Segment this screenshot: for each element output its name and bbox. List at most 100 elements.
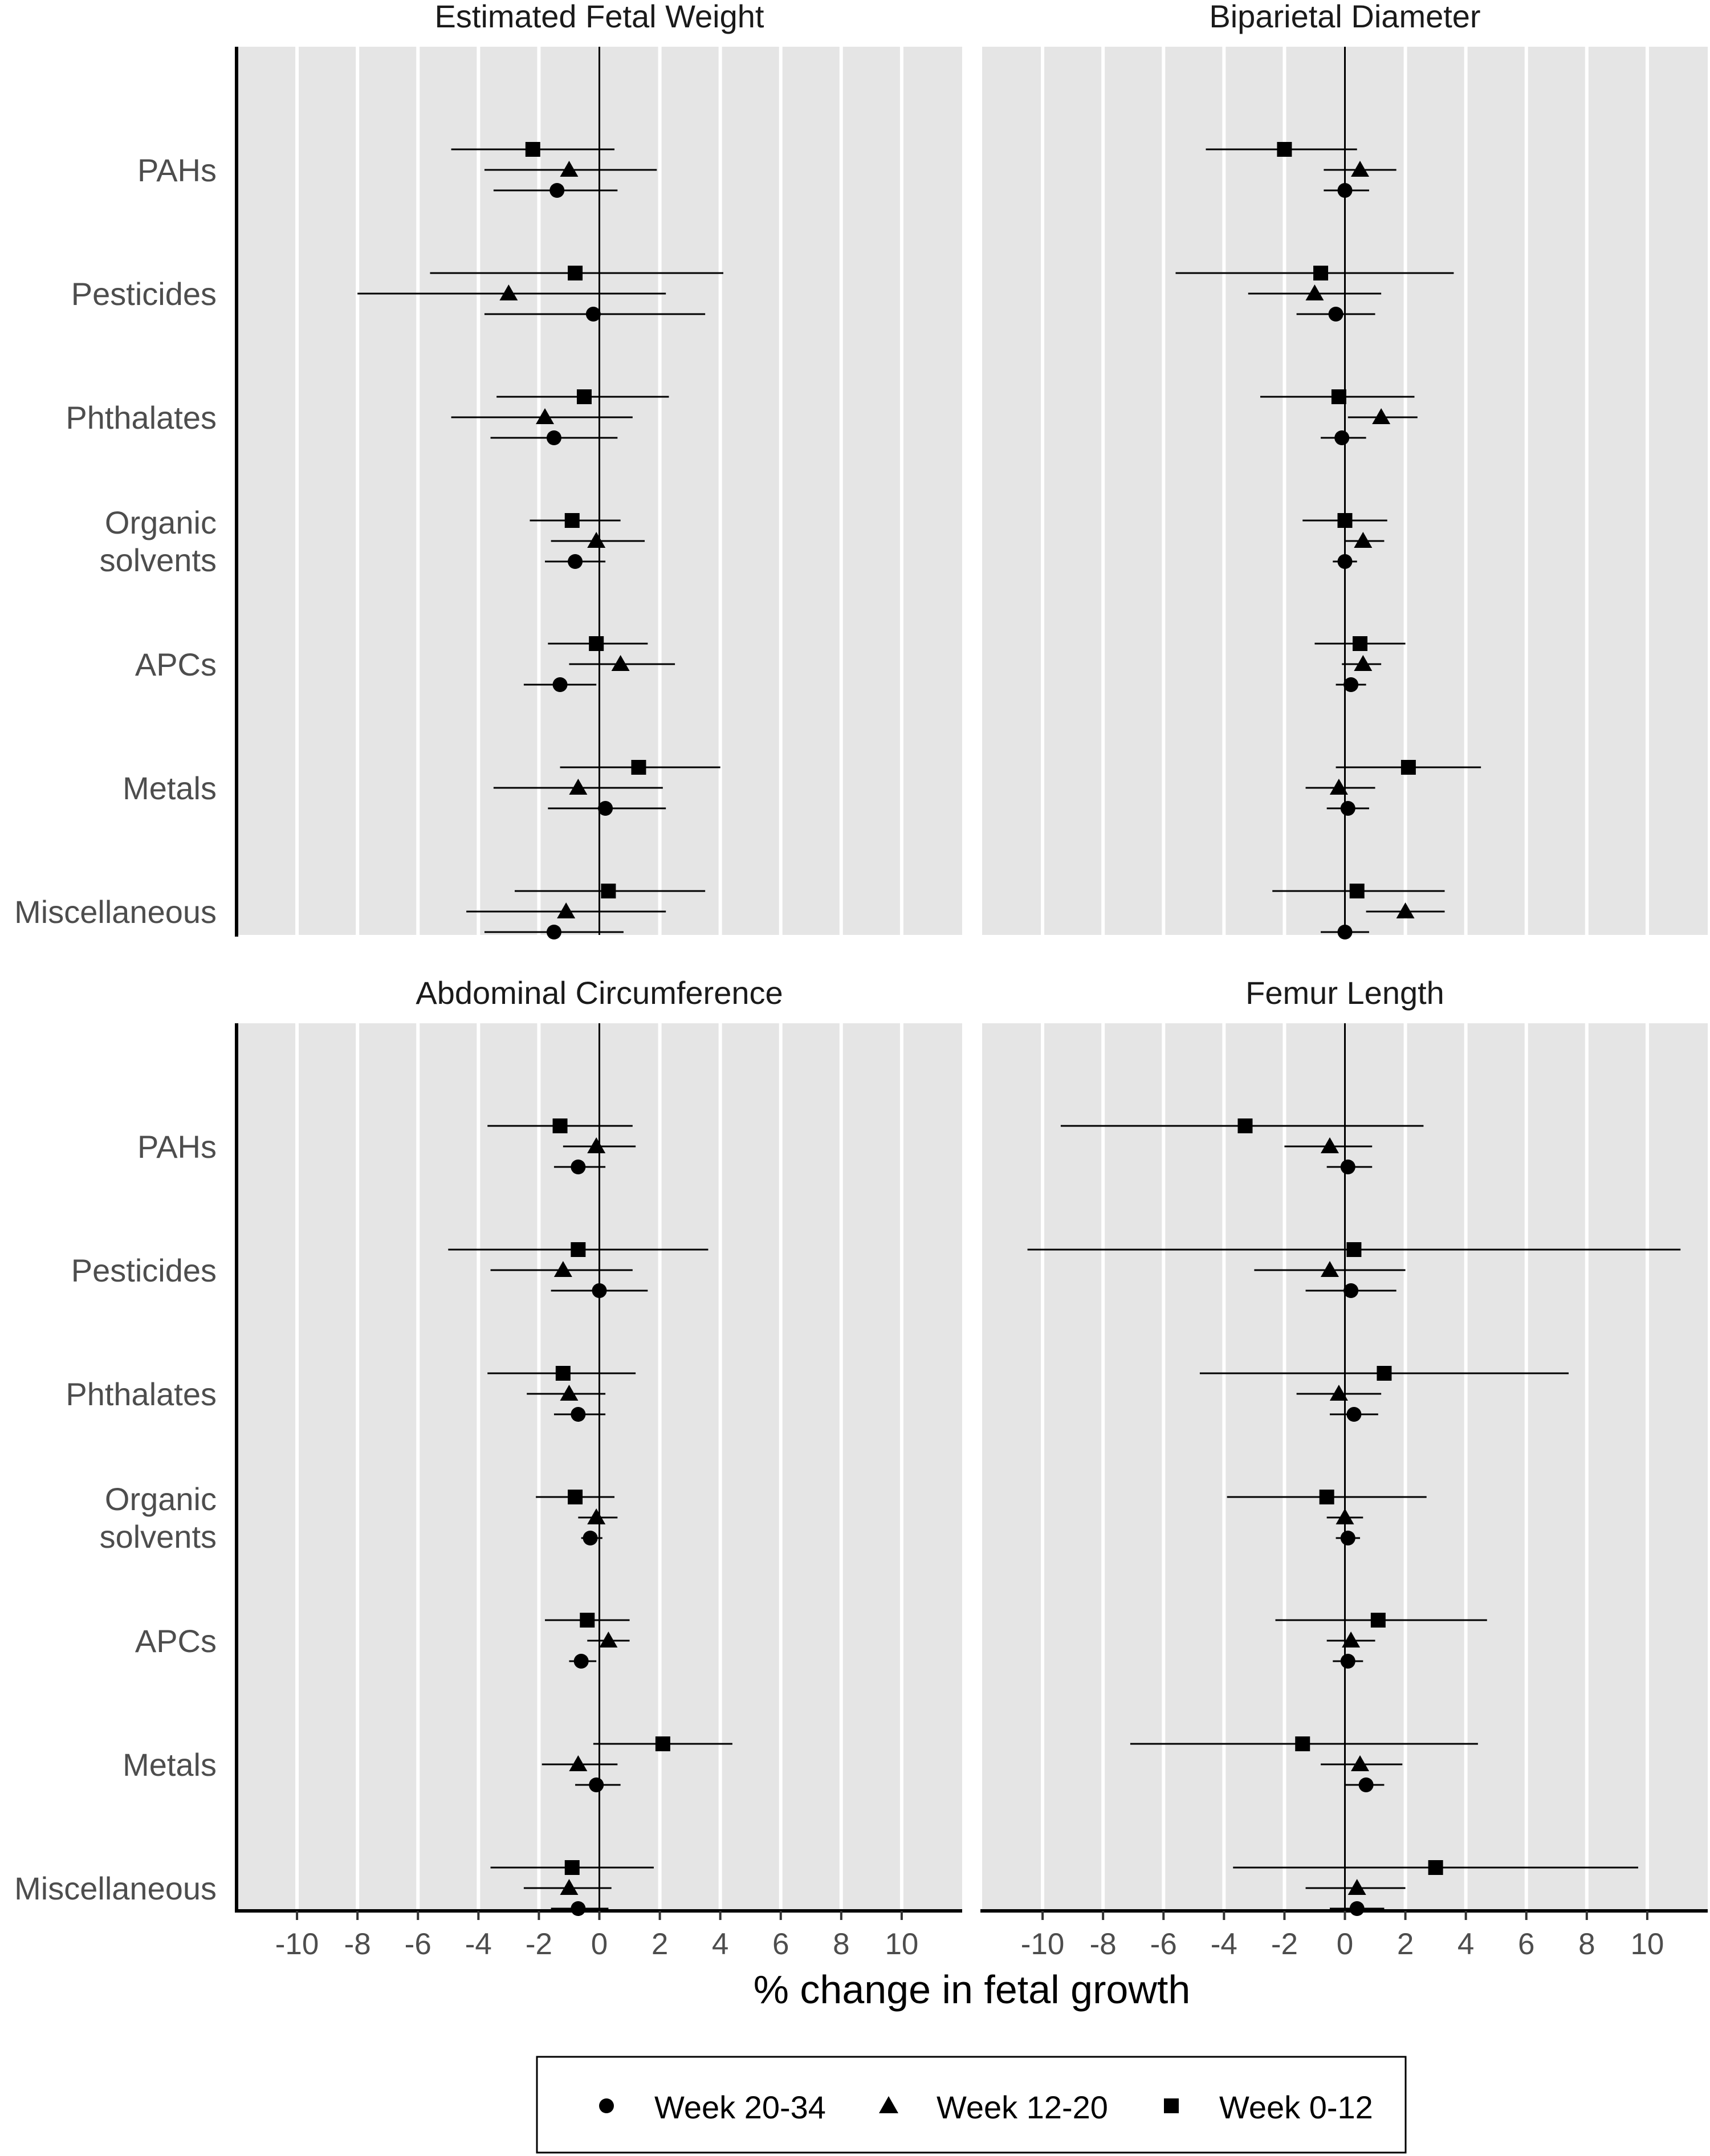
point-estimate-triangle	[536, 408, 555, 424]
point-estimate-square	[1370, 1613, 1386, 1628]
category-label: Organic	[105, 1481, 217, 1517]
point-estimate-circle	[549, 183, 565, 198]
point-estimate-triangle	[1351, 161, 1370, 177]
category-label: Metals	[123, 1747, 217, 1783]
point-estimate-triangle	[553, 1261, 572, 1277]
point-estimate-triangle	[1329, 1385, 1348, 1401]
point-estimate-square	[1337, 513, 1353, 528]
point-estimate-triangle	[587, 1508, 606, 1524]
point-estimate-square	[525, 142, 540, 157]
x-tick-label: -6	[405, 1927, 431, 1961]
point-estimate-square	[564, 1860, 580, 1875]
point-estimate-triangle	[1372, 408, 1391, 424]
point-estimate-circle	[598, 801, 613, 816]
point-estimate-square	[1346, 1242, 1362, 1257]
point-estimate-square	[589, 636, 604, 651]
point-estimate-triangle	[587, 1137, 606, 1153]
point-estimate-triangle	[569, 1755, 588, 1771]
point-estimate-triangle	[557, 902, 576, 918]
point-estimate-circle	[583, 1531, 598, 1545]
point-estimate-square	[1353, 636, 1368, 651]
point-estimate-triangle	[569, 779, 588, 795]
point-estimate-square	[631, 760, 646, 775]
point-estimate-circle	[1358, 1777, 1374, 1792]
x-tick-label: -8	[1090, 1927, 1117, 1961]
point-estimate-square	[1349, 884, 1365, 898]
panel-1: Estimated Fetal Weight PAHs Pesticides Phth…	[14, 0, 962, 939]
x-tick-label: 2	[652, 1927, 668, 1961]
x-tick-label: 4	[1457, 1927, 1474, 1961]
panel-title: Estimated Fetal Weight	[435, 0, 764, 34]
point-estimate-square	[1277, 142, 1292, 157]
category-label: Miscellaneous	[14, 1870, 217, 1906]
point-estimate-triangle	[560, 161, 579, 177]
point-estimate-circle	[592, 1283, 607, 1298]
category-label: PAHs	[137, 1129, 217, 1165]
point-estimate-triangle	[1329, 779, 1348, 795]
panel-title: Femur Length	[1245, 975, 1444, 1011]
x-tick-label: -6	[1150, 1927, 1177, 1961]
point-estimate-square	[571, 1242, 586, 1257]
x-tick-label: 6	[772, 1927, 789, 1961]
point-estimate-circle	[1340, 1531, 1355, 1545]
panels-layer: Estimated Fetal Weight PAHs Pesticides Phth…	[14, 0, 1708, 1961]
point-estimate-triangle	[587, 532, 606, 548]
category-label: Phthalates	[66, 400, 217, 436]
x-tick-label: 6	[1518, 1927, 1534, 1961]
point-estimate-triangle	[1396, 902, 1415, 918]
category-label: solvents	[100, 542, 217, 578]
point-estimate-triangle	[1305, 284, 1324, 300]
x-tick-label: 10	[885, 1927, 918, 1961]
point-estimate-square	[1295, 1736, 1310, 1751]
panel-3: Abdominal Circumference PAHs Pesticides Pht…	[14, 975, 962, 1961]
point-estimate-triangle	[1347, 1879, 1366, 1895]
point-estimate-circle	[1334, 430, 1350, 445]
point-estimate-square	[601, 884, 616, 898]
x-tick-label: -8	[344, 1927, 371, 1961]
point-estimate-circle	[552, 677, 568, 692]
point-estimate-circle	[571, 1407, 586, 1422]
x-tick-label: 8	[1578, 1927, 1595, 1961]
category-label: Miscellaneous	[14, 894, 217, 930]
x-tick-label: 0	[1337, 1927, 1353, 1961]
point-estimate-circle	[1337, 183, 1353, 198]
point-estimate-circle	[571, 1160, 586, 1174]
category-label: solvents	[100, 1519, 217, 1555]
point-estimate-square	[1237, 1118, 1253, 1133]
panel-4: Femur Length -10 -8 -6 -4 -2 0 2 4 6 8 10	[980, 975, 1708, 1961]
point-estimate-circle	[1340, 1654, 1355, 1669]
point-estimate-square	[564, 513, 580, 528]
point-estimate-circle	[1346, 1407, 1362, 1422]
point-estimate-square	[1400, 760, 1416, 775]
point-estimate-circle	[1340, 801, 1355, 816]
point-estimate-triangle	[1320, 1137, 1339, 1153]
point-estimate-circle	[1340, 1160, 1355, 1174]
legend-label: Week 20-34	[654, 2089, 826, 2125]
x-tick-label: -4	[1211, 1927, 1237, 1961]
panel-2: Biparietal Diameter	[982, 0, 1708, 939]
point-estimate-square	[655, 1736, 670, 1751]
point-estimate-triangle	[499, 284, 518, 300]
point-estimate-square	[552, 1118, 568, 1133]
x-tick-label: -4	[465, 1927, 492, 1961]
category-label: APCs	[135, 1623, 217, 1659]
point-estimate-square	[1319, 1490, 1334, 1504]
point-estimate-square	[1313, 266, 1329, 280]
x-tick-label: -2	[1271, 1927, 1298, 1961]
category-label: Pesticides	[71, 1252, 217, 1288]
legend: Week 20-34 Week 12-20 Week 0-12	[536, 2056, 1407, 2154]
point-estimate-circle	[1343, 1283, 1359, 1298]
point-estimate-circle	[546, 430, 561, 445]
point-estimate-circle	[1343, 677, 1359, 692]
point-estimate-square	[568, 266, 583, 280]
point-estimate-triangle	[599, 1632, 618, 1647]
point-estimate-triangle	[560, 1385, 579, 1401]
point-estimate-triangle	[611, 655, 630, 671]
point-estimate-circle	[585, 307, 601, 322]
x-tick-label: 2	[1397, 1927, 1414, 1961]
point-estimate-circle	[568, 554, 583, 569]
point-estimate-circle	[546, 925, 561, 939]
point-estimate-triangle	[1354, 655, 1373, 671]
point-estimate-square	[580, 1613, 595, 1628]
